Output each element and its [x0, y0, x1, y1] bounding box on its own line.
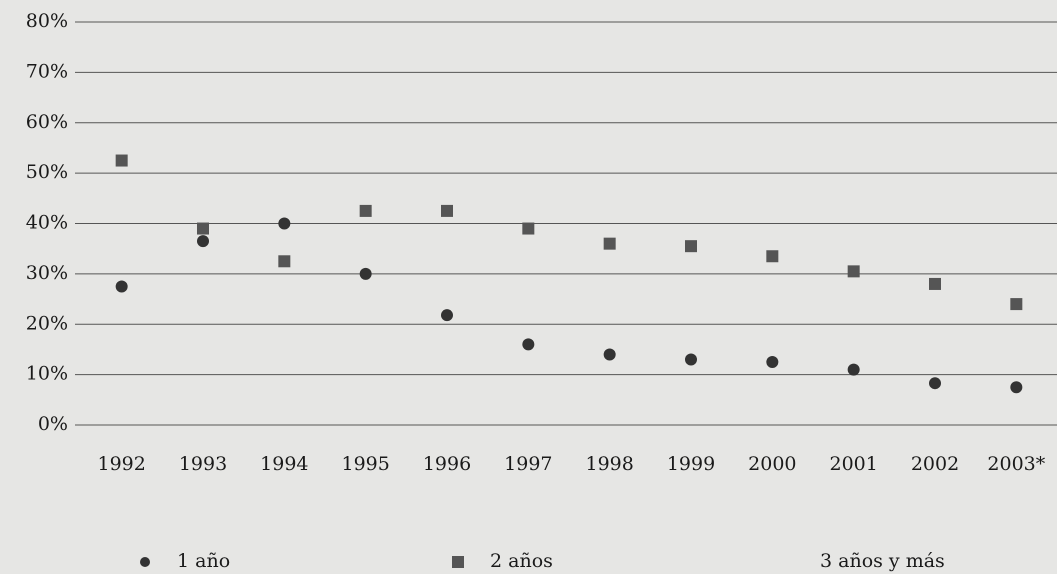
x-tick-label: 1992: [97, 453, 145, 475]
x-tick-label: 1995: [341, 453, 389, 475]
x-tick-label: 1994: [260, 453, 308, 475]
point: [115, 280, 128, 293]
y-tick-label: 30%: [26, 262, 68, 284]
point: [359, 204, 372, 217]
point: [278, 217, 291, 230]
point: [766, 356, 779, 369]
y-tick-label: 10%: [26, 363, 68, 385]
x-tick-label: 2000: [748, 453, 796, 475]
point: [1010, 381, 1023, 394]
x-tick-label: 1993: [179, 453, 227, 475]
legend-label: 3 años y más: [820, 550, 945, 572]
point: [197, 222, 209, 235]
legend-marker: [452, 556, 464, 568]
point: [766, 250, 779, 263]
point: [603, 237, 616, 250]
point: [847, 363, 860, 376]
point: [847, 265, 860, 278]
y-tick-label: 20%: [26, 312, 68, 334]
point: [1010, 298, 1023, 311]
legend-label: 2 años: [490, 550, 553, 572]
point: [197, 235, 209, 248]
y-tick-label: 60%: [26, 111, 68, 133]
y-tick-label: 0%: [38, 413, 68, 435]
x-tick-label: 1997: [504, 453, 552, 475]
y-tick-label: 80%: [26, 10, 68, 32]
x-tick-label: 2001: [829, 453, 877, 475]
point: [929, 377, 941, 390]
x-tick-label: 1996: [423, 453, 471, 475]
point: [685, 353, 697, 366]
y-tick-label: 40%: [26, 212, 68, 234]
x-tick-label: 2002: [911, 453, 959, 475]
point: [929, 277, 941, 290]
point: [685, 240, 697, 253]
legend-label: 1 año: [177, 550, 230, 572]
point: [441, 204, 453, 217]
point: [522, 222, 535, 235]
point: [603, 348, 616, 361]
x-tick-label: 2003*: [987, 453, 1045, 475]
point: [278, 255, 291, 268]
point: [522, 338, 535, 351]
y-tick-label: 50%: [26, 161, 68, 183]
y-tick-label: 70%: [26, 60, 68, 82]
point: [359, 267, 372, 280]
x-tick-label: 1999: [667, 453, 715, 475]
x-tick-label: 1998: [585, 453, 633, 475]
legend-marker: [140, 557, 150, 567]
point: [115, 154, 128, 167]
point: [441, 309, 453, 322]
